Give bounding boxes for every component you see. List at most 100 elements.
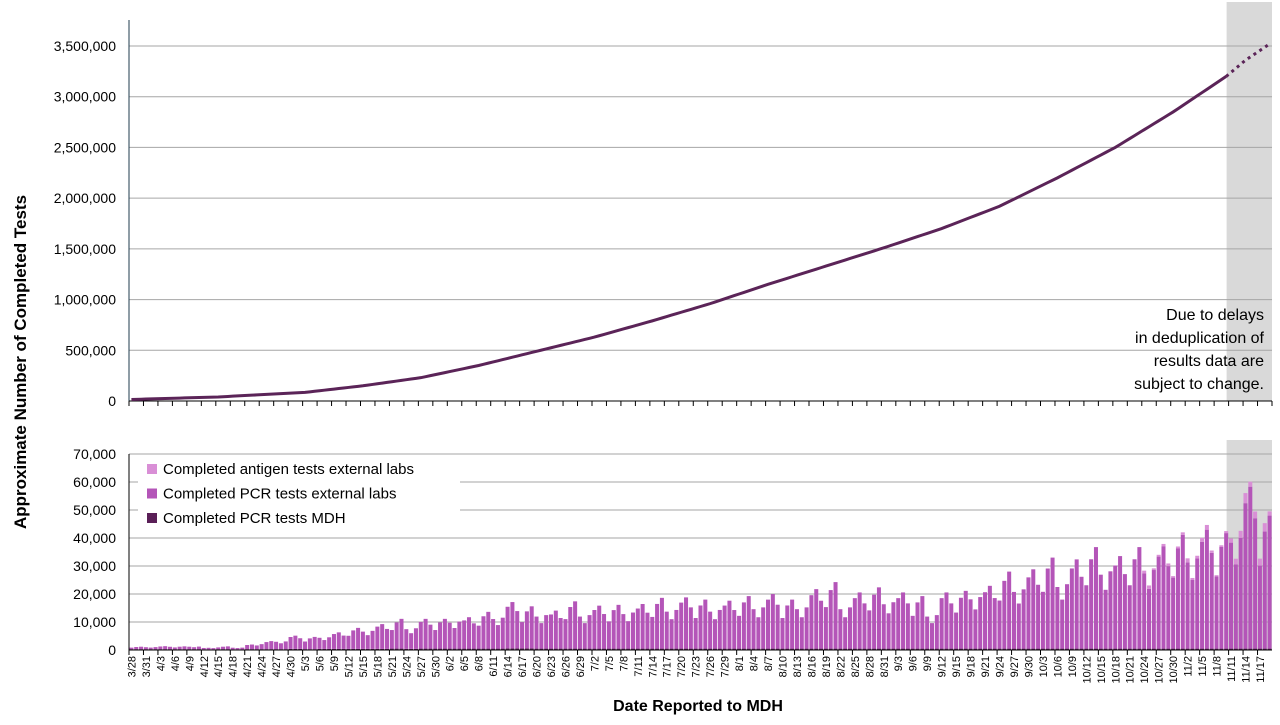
bar-pcr-mdh — [351, 648, 356, 650]
bar-pcr-mdh — [746, 648, 751, 650]
annotation-line: results data are — [1154, 353, 1264, 370]
bar-pcr-external — [1147, 588, 1152, 649]
bar-pcr-external — [1122, 574, 1127, 649]
bar-pcr-external — [881, 604, 886, 649]
bar-pcr-external — [346, 635, 351, 649]
bar-pcr-external — [1089, 559, 1094, 649]
bar-pcr-mdh — [534, 648, 539, 650]
bar-pcr-mdh — [510, 648, 515, 650]
bottom-x-tick-label: 5/6 — [315, 656, 327, 671]
bar-pcr-mdh — [1238, 648, 1243, 650]
legend-swatch — [147, 513, 157, 523]
bottom-x-ticks — [128, 650, 1259, 655]
bar-pcr-external — [1161, 546, 1166, 649]
bar-pcr-external — [148, 647, 153, 650]
bar-pcr-mdh — [375, 648, 380, 650]
bar-pcr-mdh — [1248, 648, 1253, 650]
bar-pcr-external — [288, 637, 293, 649]
bottom-x-tick-label: 7/14 — [647, 656, 659, 677]
bottom-bars — [129, 481, 1272, 650]
bottom-x-tick-label: 3/28 — [126, 656, 138, 677]
bottom-x-tick-label: 5/30 — [430, 656, 442, 677]
bar-pcr-mdh — [486, 648, 491, 650]
top-y-tick-label: 0 — [108, 393, 116, 409]
bar-pcr-external — [466, 617, 472, 649]
bar-pcr-mdh — [876, 648, 881, 650]
bottom-x-tick-label: 9/27 — [1009, 656, 1021, 677]
bar-pcr-external — [534, 616, 539, 649]
bar-pcr-mdh — [732, 648, 737, 650]
bar-pcr-mdh — [1209, 648, 1214, 650]
bar-pcr-mdh — [385, 648, 390, 650]
bar-pcr-external — [872, 594, 877, 649]
bar-pcr-mdh — [905, 648, 910, 650]
bar-pcr-mdh — [356, 648, 361, 650]
bar-pcr-external — [211, 648, 216, 650]
bar-pcr-mdh — [1262, 648, 1267, 650]
bar-pcr-mdh — [688, 648, 693, 650]
bar-pcr-external — [587, 615, 592, 649]
bottom-y-tick-label: 20,000 — [73, 586, 116, 602]
bar-pcr-external — [626, 621, 631, 649]
bar-pcr-external — [322, 640, 327, 649]
bar-pcr-mdh — [799, 648, 804, 650]
bar-pcr-mdh — [838, 648, 843, 650]
bar-pcr-mdh — [1200, 648, 1205, 650]
bar-pcr-mdh — [1093, 648, 1098, 650]
bar-pcr-external — [828, 590, 833, 649]
bar-pcr-external — [1185, 562, 1190, 649]
bar-pcr-external — [351, 630, 356, 649]
bottom-x-tick-label: 8/31 — [879, 656, 891, 677]
y-axis-label: Approximate Number of Completed Tests — [11, 195, 30, 529]
bar-antigen — [1228, 538, 1234, 543]
bottom-x-tick-label: 6/23 — [546, 656, 558, 677]
bar-pcr-external — [1118, 556, 1123, 649]
bar-pcr-external — [1002, 580, 1007, 649]
bar-pcr-external — [775, 604, 780, 649]
bar-pcr-mdh — [293, 648, 298, 650]
bar-pcr-external — [761, 607, 766, 649]
bar-pcr-external — [442, 618, 447, 649]
top-y-tick-labels: 0 500,000 1,000,000 1,500,000 2,000,000 2,500… — [54, 38, 117, 409]
bar-pcr-external — [303, 641, 308, 650]
bar-pcr-external — [380, 624, 385, 649]
bar-pcr-mdh — [698, 648, 703, 650]
bar-pcr-mdh — [389, 648, 394, 650]
bar-pcr-external — [1031, 569, 1036, 649]
bottom-x-tick-label: 8/16 — [806, 656, 818, 677]
bar-pcr-external — [722, 605, 727, 649]
bar-pcr-mdh — [404, 648, 409, 650]
bar-pcr-mdh — [1147, 648, 1152, 650]
bar-pcr-mdh — [568, 648, 573, 650]
bar-pcr-external — [650, 616, 655, 649]
bottom-x-tick-label: 5/3 — [300, 656, 312, 671]
bar-pcr-mdh — [1228, 648, 1234, 650]
bar-pcr-external — [717, 609, 722, 649]
bar-pcr-external — [1228, 542, 1234, 649]
bottom-y-tick-label: 70,000 — [73, 446, 116, 462]
bar-pcr-mdh — [1195, 648, 1200, 650]
bar-pcr-external — [471, 623, 476, 649]
bottom-x-tick-label: 11/14 — [1240, 656, 1252, 683]
bar-pcr-mdh — [346, 648, 351, 650]
bar-pcr-mdh — [1084, 648, 1089, 650]
bar-pcr-mdh — [1127, 648, 1132, 650]
bar-pcr-external — [563, 619, 568, 649]
bar-pcr-external — [819, 600, 824, 649]
bar-pcr-external — [616, 604, 621, 649]
bottom-x-tick-label: 9/9 — [922, 656, 934, 671]
bar-pcr-external — [712, 619, 717, 649]
bar-pcr-external — [780, 618, 785, 649]
bar-pcr-external — [293, 635, 298, 649]
bar-pcr-external — [978, 597, 983, 649]
bottom-x-tick-label: 4/9 — [184, 656, 196, 671]
bar-pcr-external — [1267, 515, 1272, 649]
bar-pcr-external — [597, 605, 602, 649]
bar-pcr-mdh — [1016, 648, 1021, 650]
bar-pcr-mdh — [828, 648, 833, 650]
bar-pcr-external — [799, 617, 804, 649]
bar-pcr-mdh — [756, 648, 761, 650]
bar-pcr-external — [283, 641, 288, 650]
bar-pcr-mdh — [847, 648, 853, 650]
bottom-x-tick-label: 7/8 — [618, 656, 630, 671]
